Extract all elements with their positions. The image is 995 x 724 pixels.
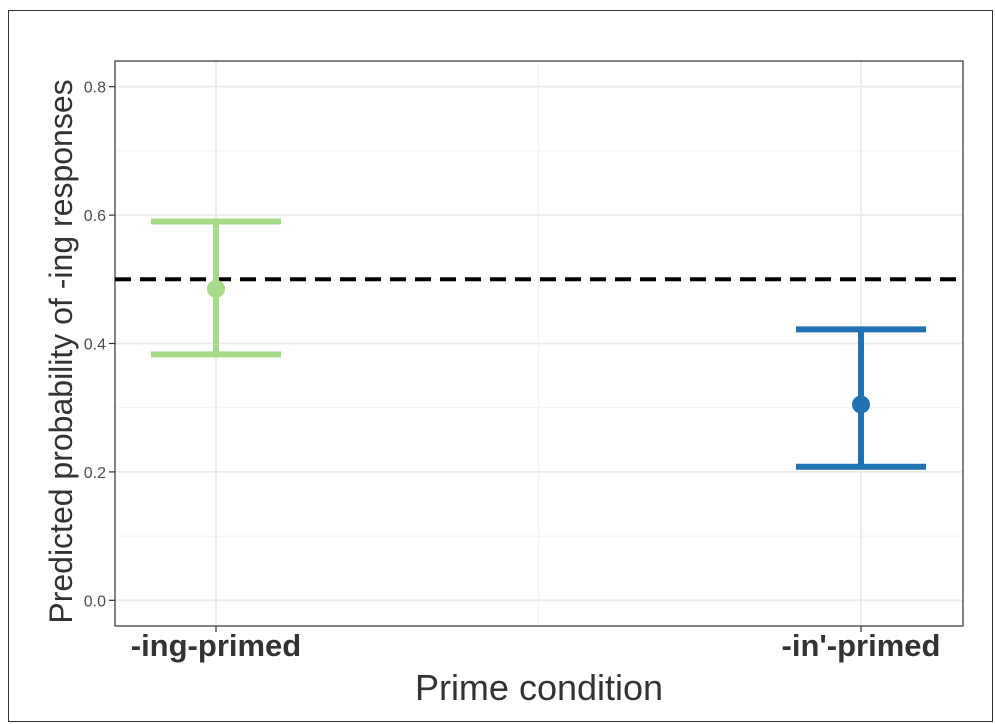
errorbar-marks (151, 218, 926, 470)
errorbar-group (796, 326, 926, 470)
x-axis-label: Prime condition (415, 667, 663, 708)
x-tick-label: -ing-primed (131, 628, 302, 663)
y-axis-label: Predicted probability of -ing responses (43, 79, 79, 623)
x-tick-label: -in'-primed (782, 628, 941, 663)
errorbar-group (151, 218, 281, 358)
y-tick-label: 0.2 (84, 465, 106, 482)
x-axis-ticks: -ing-primed -in'-primed (131, 626, 941, 663)
figure-frame (8, 10, 993, 722)
grid (115, 61, 963, 626)
y-axis-ticks: 0.0 0.2 0.4 0.6 0.8 (84, 80, 115, 610)
data-point (207, 279, 225, 298)
data-point (852, 395, 870, 414)
y-tick-label: 0.0 (84, 593, 106, 610)
y-tick-label: 0.6 (84, 208, 106, 225)
y-tick-label: 0.8 (84, 80, 106, 97)
y-tick-label: 0.4 (84, 337, 106, 354)
